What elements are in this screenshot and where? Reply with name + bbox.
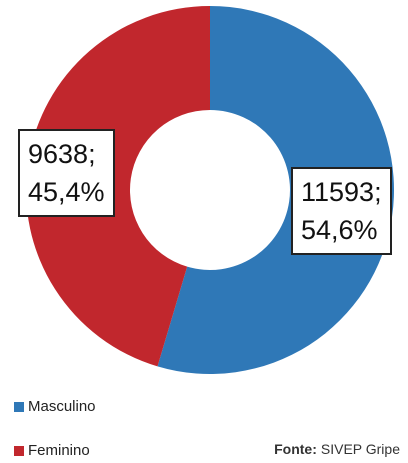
source-note: Fonte: SIVEP Gripe [274,441,400,457]
source-text: SIVEP Gripe [320,441,400,457]
data-label: 11593; 54,6% [291,167,392,255]
legend-item: Masculino [14,398,96,415]
donut-segment [157,6,395,374]
data-label: 9638; 45,4% [18,129,115,217]
legend-label: Feminino [28,442,90,459]
source-label: Fonte: [274,441,317,457]
legend-swatch [14,401,24,412]
legend-item: Feminino [14,442,90,459]
legend-label: Masculino [28,398,96,415]
donut-segment [26,6,210,367]
legend-swatch [14,445,24,456]
